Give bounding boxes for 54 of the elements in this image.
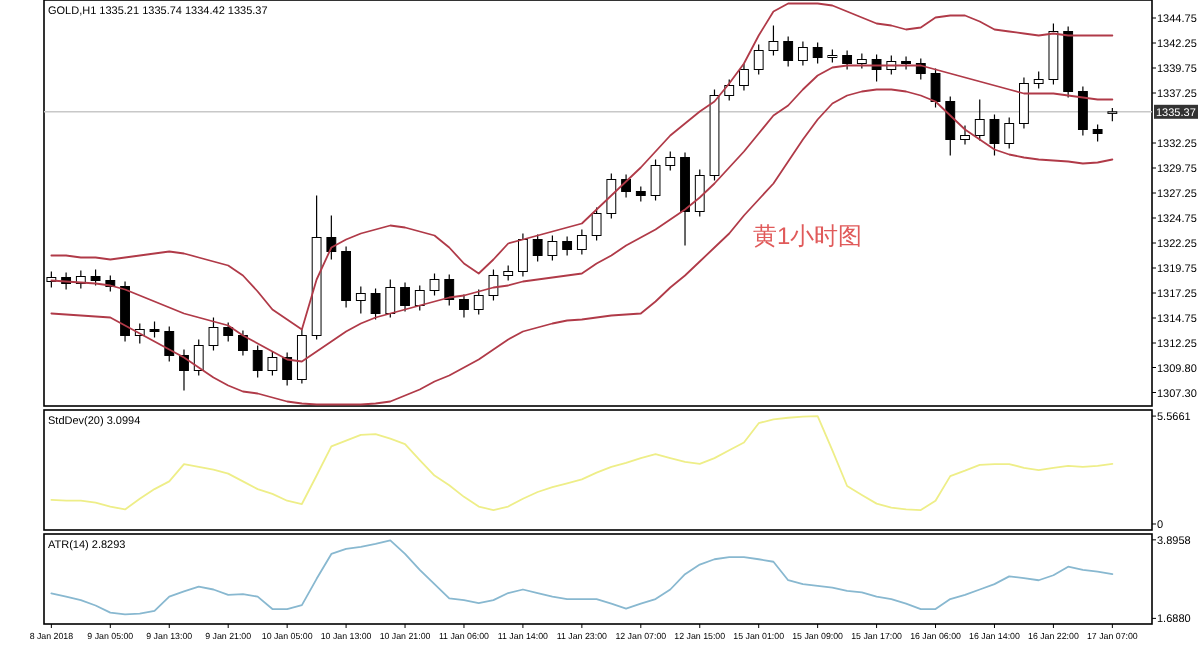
candlestick [783,35,794,68]
candlestick [665,150,676,172]
candlestick [208,316,219,352]
candlestick [488,268,499,302]
candlestick [724,78,735,102]
candlestick [576,228,587,256]
candlestick [444,273,455,307]
annotation: 黄1小时图 [753,221,863,250]
candlestick [296,328,307,385]
candlestick [429,272,440,297]
candlestick [989,113,1000,157]
candlestick [621,173,631,199]
candlestick [1004,116,1015,150]
candlestick [385,278,396,319]
line-series [50,2,1114,331]
candlestick [768,24,779,57]
candlestick [871,53,882,83]
candlestick [930,67,941,109]
candlestick [1019,76,1029,130]
candlestick [753,43,764,76]
candlestick [193,338,204,377]
candlestick [547,234,558,262]
candlestick [223,321,234,343]
line-series [50,415,1114,511]
candlestick [1048,22,1059,86]
candlestick [252,344,263,379]
line-series [50,539,1114,616]
candlestick [518,232,528,278]
candlestick [562,235,573,257]
candlestick [532,233,543,263]
candlestick [694,168,705,218]
candlestick [400,281,410,313]
candlestick [1077,85,1088,137]
candlestick [591,206,602,242]
candlestick [812,41,823,65]
candlestick [886,54,897,76]
candlestick [974,98,985,142]
candlestick [238,329,248,357]
candlestick [842,49,853,71]
candlestick [414,284,425,312]
candlestick [960,124,970,146]
candlestick [650,158,661,202]
candlestick [945,95,956,157]
candlestick [370,287,381,321]
candlestick [282,351,293,387]
candlestick [797,40,808,67]
candlestick [901,55,911,71]
candlestick [606,172,617,220]
candlestick [355,285,366,315]
candlestick [473,288,484,316]
candlestick [739,62,749,92]
candlestick [267,350,278,377]
candlestick [459,293,469,319]
candlestick [164,325,175,363]
